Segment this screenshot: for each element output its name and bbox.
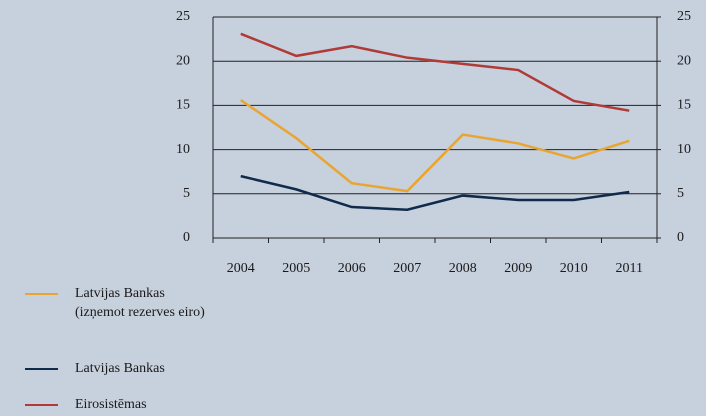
legend-item: Latvijas Bankas (izņemot rezerves eiro) [25, 284, 205, 322]
legend-swatch [25, 293, 58, 295]
y2-tick-label: 0 [677, 230, 684, 245]
x-tick-label: 2004 [227, 261, 255, 276]
y-tick-label: 0 [183, 230, 190, 245]
series-line [240, 99, 630, 193]
y-tick-label: 10 [176, 142, 190, 157]
legend-swatch [25, 404, 58, 406]
y2-tick-label: 25 [677, 9, 691, 24]
y2-tick-label: 20 [677, 53, 691, 68]
series-line [240, 32, 630, 112]
x-tick-label: 2006 [338, 261, 366, 276]
y2-tick-label: 15 [677, 98, 691, 113]
legend-item: Eirosistēmas [25, 395, 147, 414]
x-tick-label: 2005 [282, 261, 310, 276]
y2-tick-label: 5 [677, 186, 684, 201]
legend-swatch [25, 368, 58, 370]
y-tick-label: 15 [176, 98, 190, 113]
y-tick-label: 25 [176, 9, 190, 24]
y-tick-label: 20 [176, 53, 190, 68]
legend-label: Latvijas Bankas (izņemot rezerves eiro) [75, 286, 205, 320]
y-tick-label: 5 [183, 186, 190, 201]
x-tick-label: 2008 [449, 261, 477, 276]
y2-tick-label: 10 [677, 142, 691, 157]
x-tick-label: 2009 [504, 261, 532, 276]
x-tick-label: 2011 [616, 261, 643, 276]
legend-label: Latvijas Bankas [75, 361, 165, 376]
legend-label: Eirosistēmas [75, 397, 147, 412]
x-tick-label: 2010 [560, 261, 588, 276]
legend-item: Latvijas Bankas [25, 359, 165, 378]
chart: 0 5 10 15 20 25 0 5 10 15 20 25 2004 2005 2006 2007 2008… [176, 9, 691, 276]
x-tick-label: 2007 [393, 261, 421, 276]
series-line [240, 174, 630, 211]
